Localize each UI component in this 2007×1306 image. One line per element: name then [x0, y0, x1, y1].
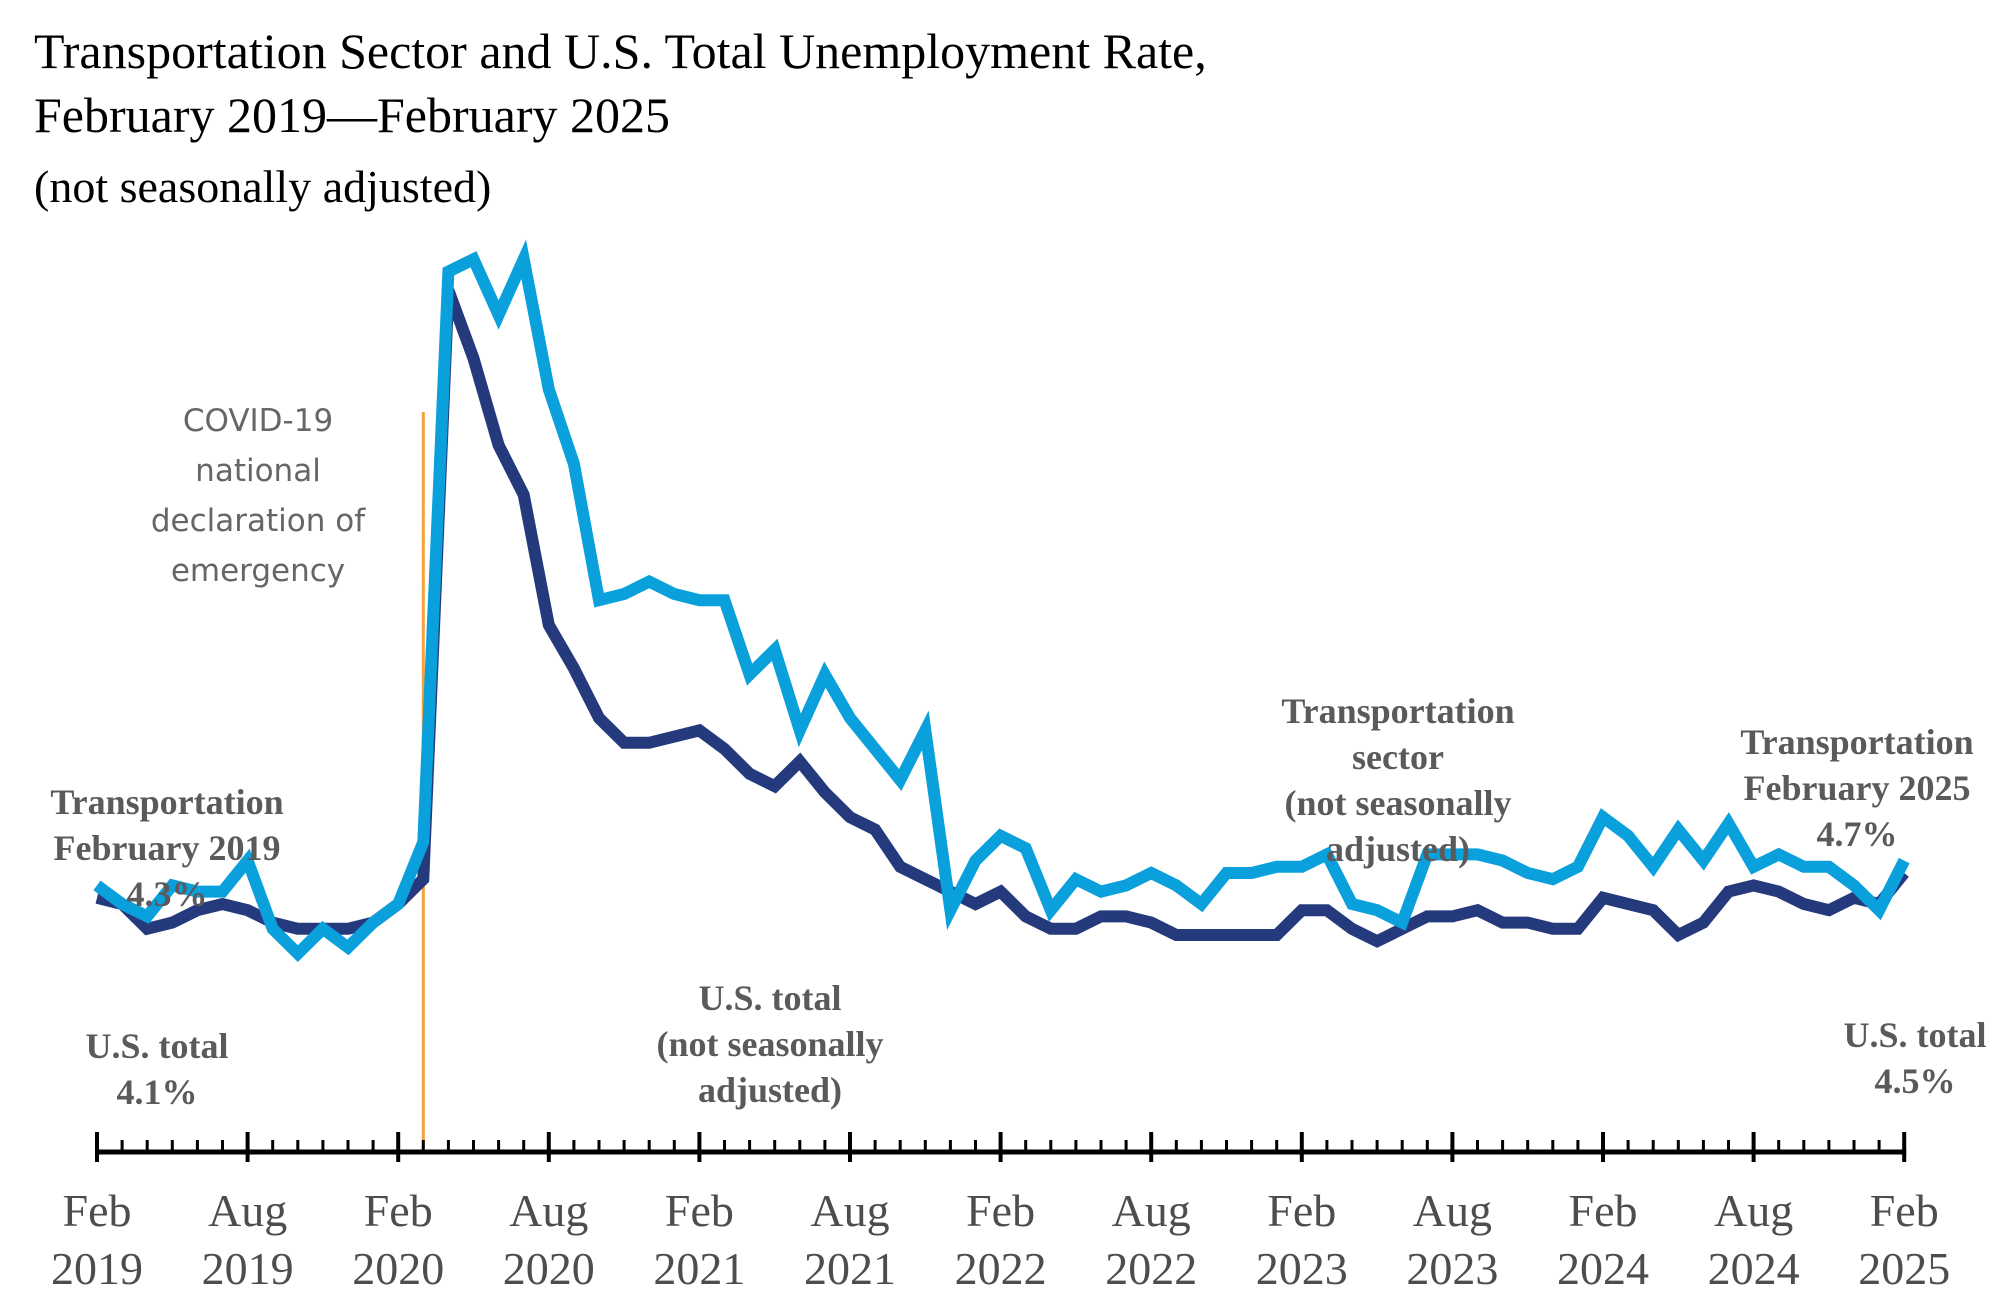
x-tick-label-month: Feb [665, 1185, 734, 1236]
x-tick-label-month: Aug [208, 1185, 287, 1236]
annotation-covid-declaration: emergency [171, 553, 345, 589]
x-tick-label-year: 2022 [1105, 1243, 1197, 1294]
chart-subtitle: February 2019—February 2025 [34, 87, 670, 143]
x-tick-label-month: Aug [1112, 1185, 1191, 1236]
x-tick-label-month: Feb [1870, 1185, 1939, 1236]
annotation-transportation-start: Transportation [50, 782, 283, 822]
annotation-us-total-series: (not seasonally [656, 1024, 883, 1064]
chart-subtitle-note: (not seasonally adjusted) [34, 161, 492, 212]
x-tick-label-year: 2023 [1406, 1243, 1498, 1294]
annotation-transportation-series: sector [1352, 737, 1444, 777]
annotation-us-total-series: adjusted) [698, 1070, 842, 1110]
annotation-transportation-series: adjusted) [1326, 829, 1470, 869]
x-tick-label-month: Feb [364, 1185, 433, 1236]
annotation-transportation-end: 4.7% [1817, 814, 1898, 854]
transportation-series-line [93, 239, 1910, 963]
x-tick-label-month: Aug [1413, 1185, 1492, 1236]
annotation-us-total-start: 4.1% [117, 1072, 198, 1112]
annotation-covid-declaration: national [195, 453, 321, 489]
x-tick-label-month: Feb [966, 1185, 1035, 1236]
annotation-transportation-end: Transportation [1740, 722, 1973, 762]
x-tick-label-year: 2024 [1557, 1243, 1649, 1294]
annotation-us-total-end: U.S. total [1844, 1015, 1987, 1055]
annotation-transportation-start: February 2019 [54, 828, 281, 868]
annotation-transportation-end: February 2025 [1744, 768, 1971, 808]
annotation-us-total-end: 4.5% [1875, 1061, 1956, 1101]
x-tick-label-year: 2019 [202, 1243, 294, 1294]
x-tick-label-year: 2022 [955, 1243, 1047, 1294]
x-tick-label-month: Aug [1714, 1185, 1793, 1236]
x-tick-label-month: Aug [509, 1185, 588, 1236]
x-tick-label-month: Feb [63, 1185, 132, 1236]
x-tick-label-month: Feb [1267, 1185, 1336, 1236]
annotation-transportation-series: (not seasonally [1284, 783, 1511, 823]
x-tick-label-year: 2019 [51, 1243, 143, 1294]
x-tick-label-year: 2021 [653, 1243, 745, 1294]
annotation-covid-declaration: COVID-19 [183, 403, 333, 439]
annotation-transportation-start: 4.3% [127, 874, 208, 914]
x-tick-label-month: Feb [1569, 1185, 1638, 1236]
x-tick-label-year: 2020 [352, 1243, 444, 1294]
annotation-us-total-start: U.S. total [86, 1026, 229, 1066]
x-tick-label-year: 2020 [503, 1243, 595, 1294]
annotation-us-total-series: U.S. total [699, 978, 842, 1018]
annotation-transportation-series: Transportation [1281, 691, 1514, 731]
x-tick-label-year: 2023 [1256, 1243, 1348, 1294]
x-tick-label-month: Aug [810, 1185, 889, 1236]
x-tick-label-year: 2025 [1858, 1243, 1950, 1294]
x-tick-label-year: 2024 [1708, 1243, 1800, 1294]
x-tick-label-year: 2021 [804, 1243, 896, 1294]
chart-title: Transportation Sector and U.S. Total Une… [34, 23, 1207, 79]
annotation-covid-declaration: declaration of [151, 503, 366, 539]
